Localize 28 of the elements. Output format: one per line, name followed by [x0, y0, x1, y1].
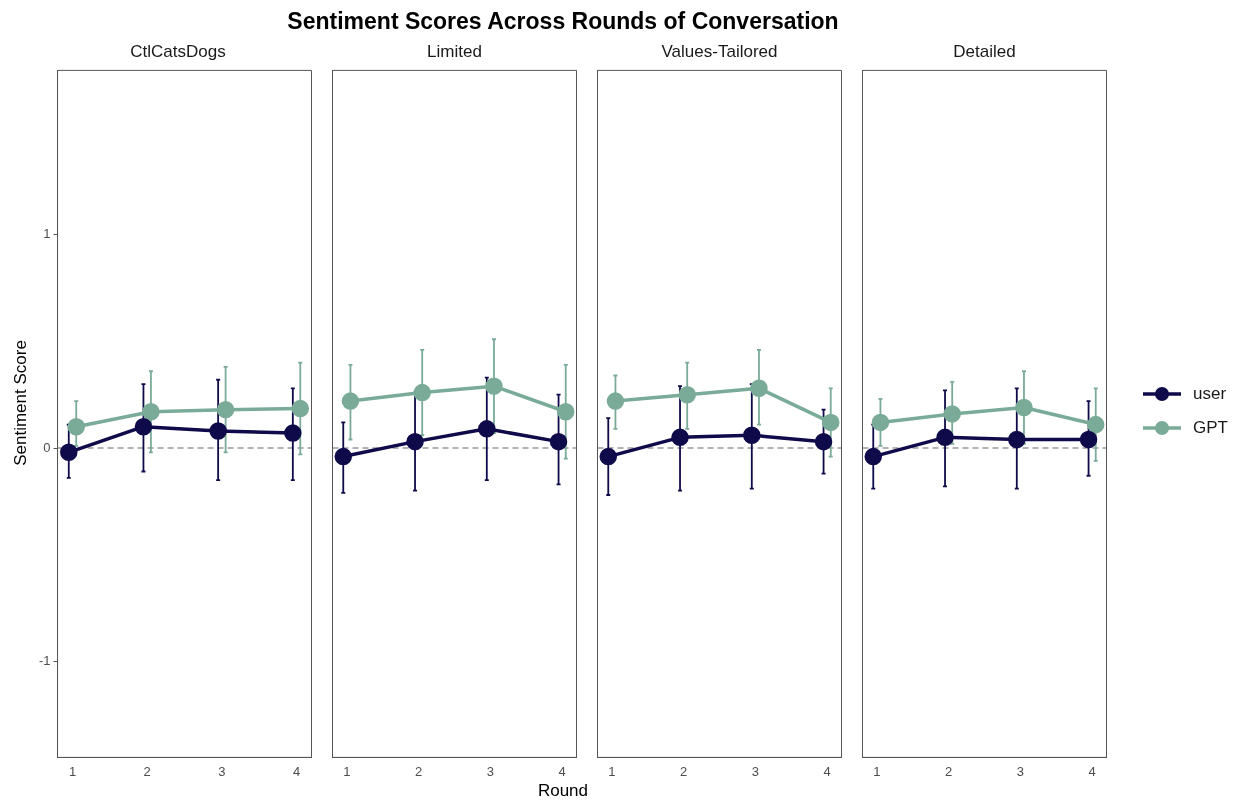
x-tick-label: 3	[1016, 763, 1024, 779]
y-tick-label: -1	[39, 652, 51, 668]
legend-label: user	[1193, 383, 1227, 404]
x-tick-label: 1	[343, 763, 351, 779]
x-tick-label: 4	[1088, 763, 1096, 779]
x-tick-label: 4	[558, 763, 566, 779]
chart-subtitle: Values-Tailored	[661, 41, 778, 61]
x-axis-title: Round	[536, 781, 590, 801]
x-tick-label: 2	[143, 763, 151, 779]
x-tick-label: 1	[873, 763, 881, 779]
x-tick-label: 4	[292, 763, 301, 779]
chart-subtitle: CtlCatsDogs	[130, 41, 226, 61]
y-axis-title: Sentiment Score	[11, 339, 31, 466]
x-tick-label: 2	[415, 763, 423, 779]
x-tick-label: 1	[608, 763, 616, 779]
chart-subtitle: Detailed	[953, 41, 1016, 61]
chart-subtitle: Limited	[427, 41, 482, 61]
x-tick-label: 1	[68, 763, 77, 779]
x-tick-label: 3	[218, 763, 226, 779]
chart-title: Sentiment Scores Across Rounds of Conversation	[286, 8, 840, 36]
x-tick-label: 2	[680, 763, 688, 779]
legend-label: GPT	[1193, 417, 1228, 438]
x-tick-label: 3	[486, 763, 494, 779]
x-tick-label: 2	[945, 763, 953, 779]
x-tick-label: 4	[823, 763, 831, 779]
y-tick-label: 0	[43, 439, 51, 455]
y-tick-label: 1	[43, 226, 51, 242]
x-tick-label: 3	[751, 763, 759, 779]
